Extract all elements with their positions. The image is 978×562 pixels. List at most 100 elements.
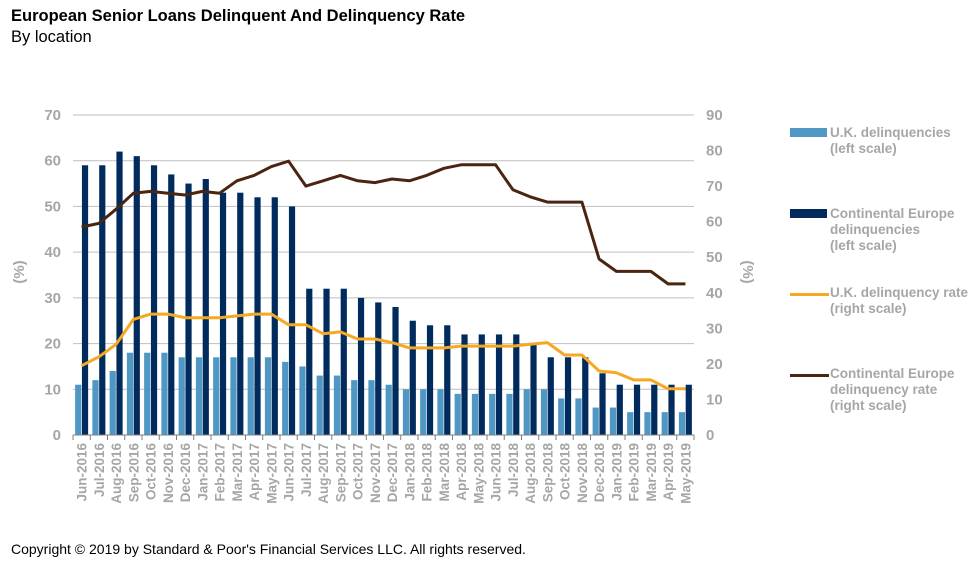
bar-continental-delinquencies bbox=[392, 307, 399, 435]
bar-uk-delinquencies bbox=[299, 366, 306, 435]
x-tick-label: Aug-2016 bbox=[109, 443, 124, 504]
bar-uk-delinquencies bbox=[489, 393, 496, 435]
x-tick-label: May-2018 bbox=[471, 443, 486, 504]
bar-uk-delinquencies bbox=[195, 357, 203, 435]
x-tick-label: Feb-2017 bbox=[213, 443, 228, 502]
bar-uk-delinquencies bbox=[282, 361, 289, 435]
bar-continental-delinquencies bbox=[547, 357, 554, 435]
bar-uk-delinquencies bbox=[454, 393, 461, 435]
bar-uk-delinquencies bbox=[144, 352, 151, 435]
bars bbox=[75, 151, 692, 436]
bar-continental-delinquencies bbox=[426, 325, 434, 435]
bar-continental-delinquencies bbox=[444, 325, 451, 435]
x-tick-label: Dec-2018 bbox=[592, 443, 607, 503]
right-tick-label: 70 bbox=[706, 178, 723, 195]
bar-continental-delinquencies bbox=[530, 343, 537, 435]
x-tick-label: Apr-2017 bbox=[247, 443, 262, 501]
x-tick-label: May-2017 bbox=[264, 443, 279, 504]
bar-uk-delinquencies bbox=[316, 375, 323, 435]
x-tick-label: Nov-2016 bbox=[161, 443, 176, 504]
right-tick-label: 40 bbox=[706, 285, 723, 302]
right-axis-title: (%) bbox=[739, 260, 756, 283]
bar-continental-delinquencies bbox=[495, 334, 503, 435]
bar-continental-delinquencies bbox=[81, 165, 89, 436]
bar-uk-delinquencies bbox=[264, 357, 272, 435]
bar-continental-delinquencies bbox=[357, 297, 365, 435]
chart-subtitle: By location bbox=[11, 28, 92, 46]
x-tick-label: Mar-2019 bbox=[644, 443, 659, 502]
left-tick-label: 60 bbox=[44, 153, 61, 170]
line-uk-delinquency-rate bbox=[80, 312, 686, 391]
left-axis-title: (%) bbox=[11, 260, 28, 283]
x-tick-label: Jan-2019 bbox=[609, 443, 624, 501]
bar-continental-delinquencies bbox=[288, 206, 296, 435]
bar-uk-delinquencies bbox=[540, 389, 548, 435]
bar-uk-delinquencies bbox=[368, 380, 375, 435]
bar-uk-delinquencies bbox=[420, 389, 427, 435]
x-tick-label: Jul-2017 bbox=[299, 443, 314, 497]
bar-continental-delinquencies bbox=[564, 357, 572, 435]
x-tick-label: Aug-2017 bbox=[316, 443, 331, 504]
x-tick-label: Jul-2018 bbox=[506, 443, 521, 498]
bar-continental-delinquencies bbox=[340, 288, 347, 435]
legend-label: U.K. delinquencies (left scale) bbox=[830, 125, 951, 156]
right-tick-label: 60 bbox=[706, 214, 723, 231]
bar-uk-delinquencies bbox=[230, 357, 237, 435]
gridlines bbox=[73, 114, 694, 390]
bar-uk-delinquencies bbox=[437, 389, 444, 435]
bar-continental-delinquencies bbox=[219, 192, 227, 435]
left-tick-label: 70 bbox=[44, 107, 61, 124]
left-tick-label: 50 bbox=[44, 198, 61, 215]
bar-uk-delinquencies bbox=[247, 357, 254, 435]
bar-continental-delinquencies bbox=[461, 334, 468, 435]
bar-uk-delinquencies bbox=[644, 412, 651, 435]
legend-label: Continental Europe delinquency rate (rig… bbox=[830, 366, 955, 413]
bar-uk-delinquencies bbox=[471, 393, 479, 435]
left-tick-label: 10 bbox=[44, 381, 61, 398]
bar-continental-delinquencies bbox=[133, 156, 140, 435]
left-tick-label: 20 bbox=[44, 336, 61, 353]
bar-continental-delinquencies bbox=[99, 165, 106, 436]
combo-chart: 0 10 20 30 40 50 60 70 0 10 20 30 40 50 60 70 80 90 Jun-20… bbox=[11, 107, 756, 504]
bar-uk-delinquencies bbox=[627, 412, 634, 435]
bar-continental-delinquencies bbox=[668, 384, 675, 435]
bar-continental-delinquencies bbox=[599, 373, 606, 435]
right-tick-label: 0 bbox=[706, 427, 714, 444]
bar-uk-delinquencies bbox=[161, 352, 168, 435]
x-tick-label: Apr-2018 bbox=[454, 443, 469, 501]
bar-uk-delinquencies bbox=[558, 398, 565, 435]
bar-continental-delinquencies bbox=[651, 384, 658, 435]
legend-swatch-continental-bars bbox=[790, 209, 827, 218]
bar-continental-delinquencies bbox=[237, 192, 244, 435]
bar-uk-delinquencies bbox=[506, 393, 513, 435]
bar-uk-delinquencies bbox=[385, 384, 392, 435]
right-tick-label: 90 bbox=[706, 107, 723, 124]
bar-continental-delinquencies bbox=[168, 174, 175, 435]
x-tick-label: Oct-2016 bbox=[144, 443, 159, 501]
x-tick-label: Sep-2016 bbox=[126, 443, 141, 503]
bar-continental-delinquencies bbox=[478, 334, 485, 435]
bar-uk-delinquencies bbox=[333, 375, 341, 435]
bar-continental-delinquencies bbox=[409, 320, 416, 435]
bar-continental-delinquencies bbox=[306, 288, 313, 435]
right-tick-label: 20 bbox=[706, 356, 723, 373]
x-tick-label: Sep-2018 bbox=[540, 443, 555, 503]
bar-continental-delinquencies bbox=[633, 384, 641, 435]
x-tick-label: Nov-2018 bbox=[575, 443, 590, 504]
bar-continental-delinquencies bbox=[323, 288, 330, 435]
bar-uk-delinquencies bbox=[678, 412, 686, 435]
bar-uk-delinquencies bbox=[575, 398, 582, 435]
legend-label: U.K. delinquency rate (right scale) bbox=[830, 285, 969, 316]
x-tick-label: Jan-2017 bbox=[195, 443, 210, 501]
bar-continental-delinquencies bbox=[513, 334, 520, 435]
legend-swatch-continental-rate bbox=[790, 374, 829, 377]
x-tick-label: Jul-2016 bbox=[92, 443, 107, 498]
x-tick-label: Aug-2018 bbox=[523, 443, 538, 504]
x-tick-label: Jan-2018 bbox=[402, 443, 417, 501]
x-tick-label: Nov-2017 bbox=[368, 443, 383, 503]
bar-continental-delinquencies bbox=[375, 302, 382, 435]
right-tick-label: 80 bbox=[706, 143, 723, 160]
bar-uk-delinquencies bbox=[213, 357, 220, 435]
bar-uk-delinquencies bbox=[109, 371, 116, 435]
x-tick-label: Oct-2018 bbox=[558, 443, 573, 501]
